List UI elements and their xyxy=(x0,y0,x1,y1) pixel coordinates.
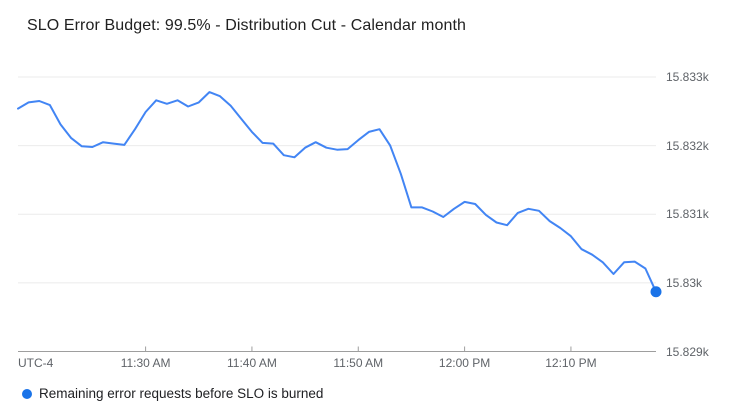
legend-item[interactable]: Remaining error requests before SLO is b… xyxy=(22,386,323,401)
legend-label: Remaining error requests before SLO is b… xyxy=(39,386,324,401)
series-end-dot xyxy=(650,286,662,298)
legend-series-dot-icon xyxy=(22,388,32,399)
chart-title: SLO Error Budget: 99.5% - Distribution C… xyxy=(27,17,466,34)
series-line xyxy=(17,91,657,293)
